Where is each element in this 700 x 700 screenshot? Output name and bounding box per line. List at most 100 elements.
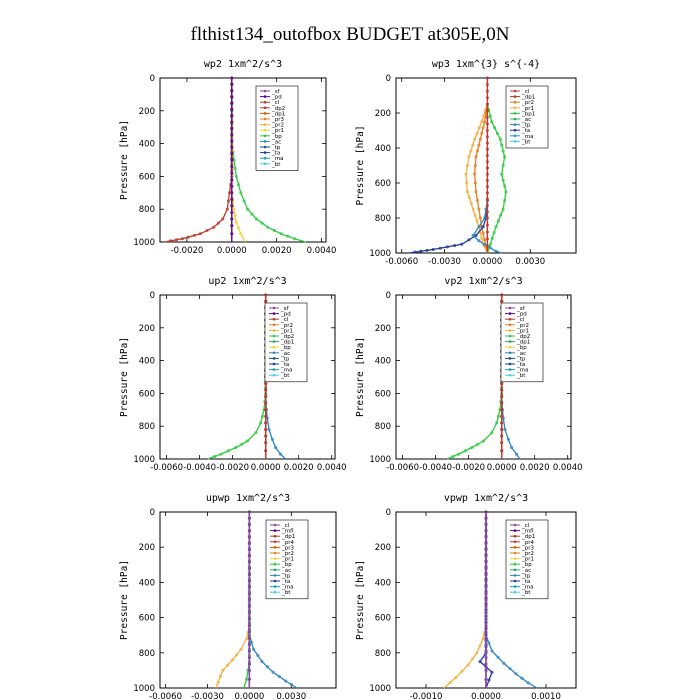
y-tick-label: 200 <box>139 324 155 334</box>
legend-label: _tp <box>521 573 531 579</box>
series-marker <box>488 246 492 250</box>
chart-panels: wp2 1xm^2/s^3 Pressure [hPa] 0 200 400 600 800… <box>119 59 583 700</box>
series-marker <box>484 554 488 558</box>
series-marker <box>278 452 282 456</box>
series-marker <box>485 166 489 170</box>
series-marker <box>226 199 230 203</box>
legend-marker <box>273 557 277 560</box>
legend-label: _dp1 <box>521 95 535 101</box>
series-marker <box>451 454 455 458</box>
panel-title: up2 1xm^2/s^3 <box>208 276 286 287</box>
plot-frame <box>395 294 572 460</box>
legend-label: _pr3 <box>271 117 285 123</box>
y-axis-label: Pressure [hPa] <box>355 125 366 205</box>
legend-marker <box>513 112 517 115</box>
series-marker <box>212 225 216 229</box>
series-marker <box>465 164 469 168</box>
series-marker <box>272 229 276 233</box>
series-marker <box>246 439 250 443</box>
series-marker <box>484 548 488 552</box>
y-tick-label: 200 <box>139 107 155 117</box>
series-marker <box>500 395 504 399</box>
series-marker <box>485 223 489 227</box>
series-marker <box>485 83 489 87</box>
x-tick-label: 0.0000 <box>487 463 517 473</box>
series-marker <box>264 408 268 412</box>
x-tick-label: -0.0040 <box>419 463 452 473</box>
series-marker <box>266 225 270 229</box>
legend-label: _pr3 <box>521 545 535 551</box>
panel-4: vp2 1xm^2/s^3 Pressure [hPa] 0 200 400 600 800… <box>355 276 583 473</box>
legend-marker <box>272 345 276 349</box>
series-marker <box>503 155 507 159</box>
series-marker <box>247 611 251 615</box>
series-marker <box>488 242 492 246</box>
series-marker <box>483 242 487 246</box>
legend-marker <box>273 585 277 588</box>
series-marker <box>478 660 482 664</box>
series-marker <box>221 668 225 672</box>
legend-marker <box>272 362 276 366</box>
series-marker <box>485 204 489 208</box>
series-marker <box>485 147 489 151</box>
series-marker <box>490 120 494 124</box>
legend-label: _ta <box>521 579 530 585</box>
legend-marker <box>508 345 512 349</box>
legend-marker <box>513 123 517 126</box>
legend-label: _tp <box>271 145 281 151</box>
series-marker <box>500 388 504 392</box>
legend-label: _sf <box>280 306 290 312</box>
plot-frame <box>159 294 336 460</box>
series-marker <box>474 190 478 194</box>
series-marker <box>496 414 500 418</box>
series-marker <box>481 637 485 641</box>
series-marker <box>445 245 449 249</box>
legend-marker <box>263 156 267 160</box>
legend-marker <box>513 551 517 555</box>
legend-label: _pr2 <box>271 123 284 129</box>
series-marker <box>246 207 250 211</box>
series-line <box>472 200 502 254</box>
legend-label: _cl <box>281 523 290 529</box>
legend-label: _tp <box>516 356 526 362</box>
y-tick-label: 800 <box>375 422 391 432</box>
y-tick-label: 600 <box>375 389 391 399</box>
y-tick-label: 400 <box>139 578 155 588</box>
y-tick-label: 0 <box>150 291 155 301</box>
series-marker <box>245 637 249 641</box>
legend-marker <box>513 128 517 132</box>
y-tick-label: 200 <box>375 324 391 334</box>
y-tick-label: 400 <box>375 578 391 588</box>
series-marker <box>233 214 237 218</box>
series-marker <box>264 427 268 431</box>
y-tick-label: 200 <box>375 543 391 553</box>
series-marker <box>454 675 458 679</box>
series-marker <box>219 674 223 678</box>
series-marker <box>205 229 209 233</box>
series-marker <box>230 108 234 112</box>
y-tick-label: 600 <box>375 179 391 189</box>
series-marker <box>475 651 479 655</box>
series-marker <box>413 250 417 254</box>
series-marker <box>485 216 489 220</box>
series-marker <box>264 449 268 453</box>
series-marker <box>490 649 494 653</box>
series-marker <box>226 663 230 667</box>
series-marker <box>484 516 488 520</box>
series-marker <box>237 226 241 230</box>
series-marker <box>490 670 494 674</box>
legend-label: _bt <box>281 590 291 596</box>
series-marker <box>239 232 243 236</box>
series-marker <box>467 238 471 242</box>
series-marker <box>502 661 506 665</box>
panel-title: upwp 1xm^2/s^3 <box>206 493 290 504</box>
series-marker <box>496 655 500 659</box>
series-marker <box>467 155 471 159</box>
series-marker <box>198 232 202 236</box>
series-marker <box>230 152 234 156</box>
series-line <box>408 200 489 254</box>
legend-marker <box>263 106 267 110</box>
series-marker <box>169 239 173 243</box>
series-marker <box>230 89 234 93</box>
legend-marker <box>513 95 517 98</box>
